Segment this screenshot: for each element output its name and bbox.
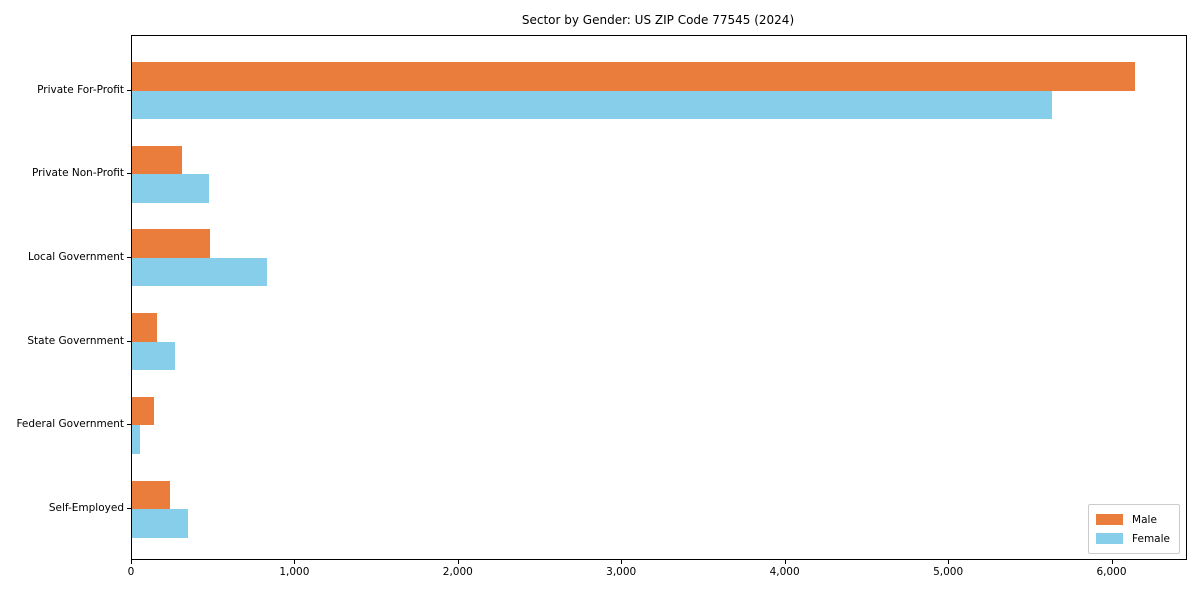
plot-area: Male Female: [131, 35, 1187, 560]
legend-swatch-male: [1096, 514, 1124, 525]
legend-swatch-female: [1096, 533, 1124, 544]
x-tick-label: 0: [127, 566, 135, 578]
legend-label-male: Male: [1132, 513, 1157, 526]
y-tick-mark: [127, 173, 131, 175]
bar-male-state-government: [132, 313, 158, 342]
legend-entry-female: Female: [1096, 529, 1170, 548]
y-tick-mark: [127, 424, 131, 426]
y-tick-label-private-for-profit: Private For-Profit: [37, 83, 124, 96]
y-tick-mark: [127, 256, 131, 258]
x-tick-label: 3,000: [606, 566, 637, 578]
bar-female-federal-government: [132, 425, 141, 454]
x-tick-mark: [948, 560, 950, 564]
bar-female-private-non-profit: [132, 174, 209, 203]
x-tick-mark: [1111, 560, 1113, 564]
bar-male-self-employed: [132, 480, 171, 509]
x-tick-mark: [784, 560, 786, 564]
bar-female-local-government: [132, 257, 267, 287]
bar-female-private-for-profit: [132, 90, 1052, 119]
bar-male-private-non-profit: [132, 145, 182, 175]
bar-male-local-government: [132, 229, 210, 258]
x-tick-label: 6,000: [1096, 566, 1127, 578]
bar-female-state-government: [132, 341, 176, 371]
x-tick-label: 2,000: [442, 566, 473, 578]
x-tick-mark: [621, 560, 623, 564]
bar-male-federal-government: [132, 396, 155, 426]
x-tick-mark: [131, 560, 132, 564]
bar-female-self-employed: [132, 509, 188, 538]
legend-entry-male: Male: [1096, 510, 1170, 529]
y-tick-mark: [127, 508, 131, 509]
y-tick-label-local-government: Local Government: [27, 250, 124, 263]
x-tick-label: 5,000: [933, 566, 964, 578]
bar-male-private-for-profit: [132, 62, 1136, 91]
x-tick-label: 4,000: [769, 566, 800, 578]
legend-label-female: Female: [1132, 532, 1170, 545]
x-tick-label: 1,000: [279, 566, 310, 578]
y-tick-label-self-employed: Self-Employed: [48, 502, 124, 514]
chart-title: Sector by Gender: US ZIP Code 77545 (202…: [521, 13, 795, 27]
x-tick-mark: [294, 560, 296, 564]
legend: Male Female: [1088, 504, 1180, 554]
y-tick-label-federal-government: Federal Government: [16, 418, 124, 431]
y-tick-label-private-non-profit: Private Non-Profit: [31, 167, 124, 180]
y-tick-mark: [127, 89, 131, 91]
y-tick-mark: [127, 340, 131, 342]
x-tick-mark: [457, 560, 459, 564]
y-tick-label-state-government: State Government: [27, 334, 124, 347]
